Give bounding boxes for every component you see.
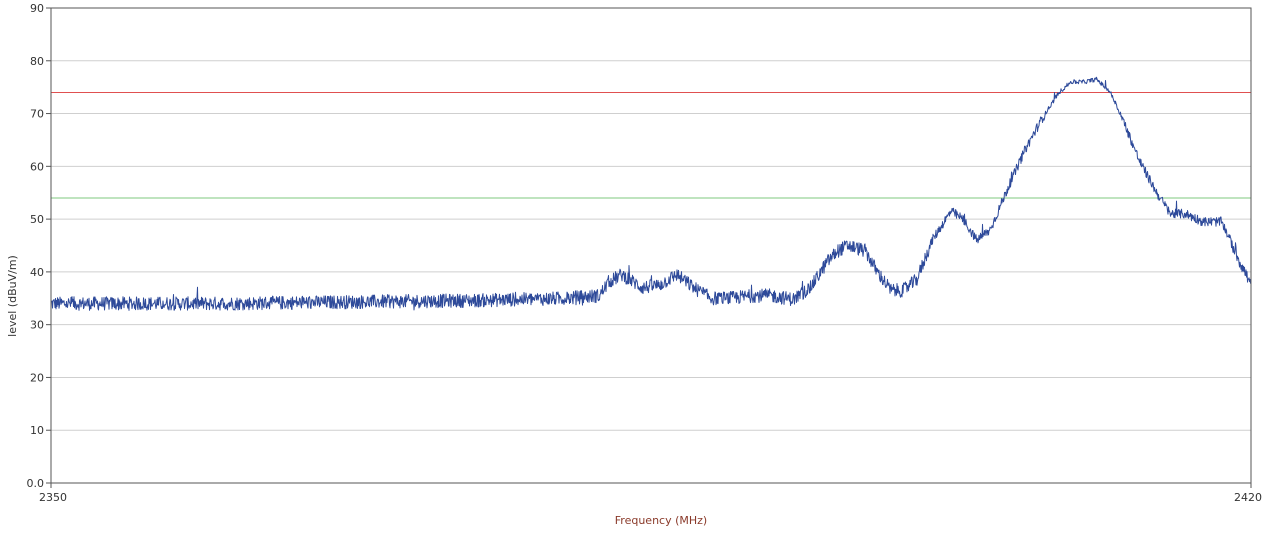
plot-area-background bbox=[51, 8, 1251, 483]
y-axis-title: level (dBuV/m) bbox=[6, 255, 19, 337]
x-axis-title: Frequency (MHz) bbox=[615, 514, 707, 527]
y-tick-label: 40 bbox=[30, 266, 44, 279]
y-tick-label: 80 bbox=[30, 55, 44, 68]
y-tick-label: 90 bbox=[30, 2, 44, 15]
x-axis-ticks: 2350 2420 bbox=[39, 483, 1262, 504]
x-tick-label: 2350 bbox=[39, 491, 67, 504]
data-series bbox=[50, 76, 1252, 311]
y-tick-label: 0.0 bbox=[27, 477, 45, 490]
horizontal-gridlines bbox=[51, 60, 1251, 431]
limit-lines bbox=[51, 91, 1251, 199]
plot-area-border bbox=[50, 7, 1252, 484]
y-tick-label: 10 bbox=[30, 424, 44, 437]
series-line bbox=[50, 76, 1252, 311]
y-tick-label: 50 bbox=[30, 213, 44, 226]
y-tick-label: 60 bbox=[30, 160, 44, 173]
x-tick-label: 2420 bbox=[1234, 491, 1262, 504]
y-tick-label: 70 bbox=[30, 108, 44, 121]
y-tick-label: 30 bbox=[30, 319, 44, 332]
y-axis-ticks: 0.0 10 20 30 40 50 60 70 80 90 bbox=[27, 2, 51, 490]
y-tick-label: 20 bbox=[30, 371, 44, 384]
